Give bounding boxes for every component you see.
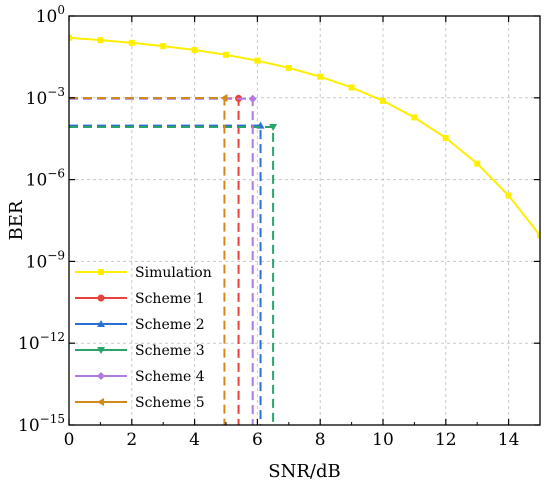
legend-marker-scheme-2 (97, 320, 105, 327)
data-point-simulation (285, 64, 292, 71)
data-point-simulation (160, 43, 167, 50)
data-point-simulation (442, 134, 449, 141)
y-axis-title: BER (6, 200, 27, 240)
series-layer (69, 34, 540, 425)
data-point-simulation (348, 84, 355, 91)
data-point-simulation (474, 160, 481, 167)
legend-item-scheme-1: Scheme 1 (75, 291, 205, 307)
x-tick-label: 12 (435, 430, 457, 450)
legend: Simulation Scheme 1 Scheme 2 Scheme 3 Scheme… (75, 265, 212, 411)
data-point-simulation (69, 34, 72, 41)
data-point-simulation (537, 232, 540, 239)
series-scheme-3 (69, 123, 278, 425)
series-scheme-5 (69, 94, 228, 425)
data-point-simulation (128, 39, 135, 46)
legend-item-scheme-5: Scheme 5 (75, 395, 205, 411)
x-tick-label: 8 (315, 430, 326, 450)
legend-item-scheme-4: Scheme 4 (75, 369, 205, 385)
data-point-simulation (254, 57, 261, 64)
data-point-simulation (411, 114, 418, 121)
x-tick-label: 14 (498, 430, 520, 450)
y-tick-label: 10−6 (26, 167, 65, 191)
y-tick-label: 10−9 (26, 248, 65, 272)
legend-item-scheme-3: Scheme 3 (75, 343, 205, 359)
legend-marker-scheme-3 (97, 347, 105, 354)
legend-item-scheme-2: Scheme 2 (75, 317, 205, 333)
x-tick-label: 10 (372, 430, 394, 450)
plot-frame (68, 15, 541, 426)
grid-layer (69, 16, 540, 425)
data-point-scheme-4 (248, 94, 257, 103)
y-tick-label: 10−3 (26, 85, 65, 109)
series-simulation (69, 34, 540, 239)
series-line-scheme-2 (69, 124, 262, 425)
y-tick-label: 10−12 (18, 330, 65, 354)
legend-label-simulation: Simulation (135, 265, 212, 281)
data-point-scheme-5 (220, 94, 228, 103)
x-tick-label: 0 (64, 430, 75, 450)
y-tick-label: 100 (36, 3, 65, 27)
legend-marker-scheme-1 (97, 294, 105, 302)
axes-layer: 0 2 4 6 8 10 12 14 100 10−3 10−6 10−9 10−12 10−15 (18, 3, 541, 450)
legend-label-scheme-3: Scheme 3 (135, 343, 205, 359)
legend-label-scheme-1: Scheme 1 (135, 291, 205, 307)
data-point-simulation (191, 47, 198, 54)
data-point-simulation (505, 192, 512, 199)
legend-label-scheme-4: Scheme 4 (135, 369, 205, 385)
series-line-simulation (69, 36, 540, 236)
data-point-simulation (380, 97, 386, 104)
legend-item-simulation: Simulation (75, 265, 212, 281)
data-point-simulation (317, 73, 324, 80)
y-tick-label: 10−15 (18, 412, 65, 436)
legend-marker-scheme-5 (97, 398, 104, 406)
data-point-scheme-3 (269, 123, 278, 131)
x-axis-title: SNR/dB (268, 461, 340, 482)
data-point-simulation (223, 51, 229, 58)
x-tick-label: 6 (252, 430, 263, 450)
legend-marker-simulation (98, 269, 104, 275)
legend-marker-scheme-4 (97, 372, 105, 380)
legend-label-scheme-2: Scheme 2 (135, 317, 205, 333)
x-tick-label: 2 (126, 430, 137, 450)
x-tick-label: 4 (189, 430, 200, 450)
data-point-simulation (97, 37, 104, 44)
legend-label-scheme-5: Scheme 5 (135, 395, 205, 411)
